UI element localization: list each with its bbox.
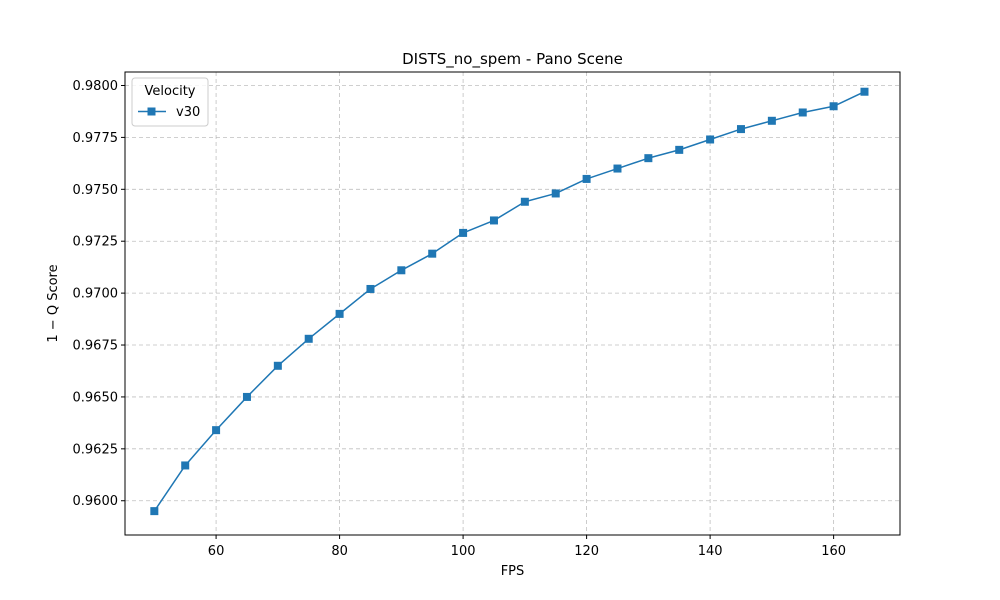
y-tick-label: 0.9600 xyxy=(73,494,119,509)
data-point-v30 xyxy=(798,108,807,117)
data-point-v30 xyxy=(489,216,498,225)
data-point-v30 xyxy=(181,461,190,470)
data-point-v30 xyxy=(520,197,529,206)
chart-title: DISTS_no_spem - Pano Scene xyxy=(402,50,623,69)
y-tick-label: 0.9775 xyxy=(73,131,119,146)
legend-marker-v30 xyxy=(147,107,156,116)
y-tick-label: 0.9650 xyxy=(73,390,119,405)
plot-frame xyxy=(124,71,901,536)
data-point-v30 xyxy=(335,309,344,318)
y-tick-label: 0.9800 xyxy=(73,79,119,94)
legend: Velocity v30 xyxy=(131,77,209,127)
x-tick-label: 120 xyxy=(574,544,599,559)
legend-label-v30: v30 xyxy=(176,105,200,120)
data-point-v30 xyxy=(366,284,375,293)
data-point-v30 xyxy=(397,266,406,275)
data-point-v30 xyxy=(273,361,282,370)
data-point-v30 xyxy=(706,135,715,144)
y-tick-label: 0.9675 xyxy=(73,339,119,354)
x-tick-label: 100 xyxy=(451,544,476,559)
data-point-v30 xyxy=(551,189,560,198)
data-point-v30 xyxy=(582,174,591,183)
y-axis-label: 1 − Q Score xyxy=(46,264,61,342)
y-tick-label: 0.9625 xyxy=(73,442,119,457)
series-layer xyxy=(150,87,869,516)
plot-area xyxy=(125,72,900,535)
data-point-v30 xyxy=(613,164,622,173)
legend-title: Velocity xyxy=(145,84,196,99)
data-point-v30 xyxy=(644,154,653,163)
y-tick-label: 0.9750 xyxy=(73,183,119,198)
x-axis-label: FPS xyxy=(501,564,525,579)
data-point-v30 xyxy=(212,426,221,435)
data-point-v30 xyxy=(860,87,869,96)
grid xyxy=(125,72,900,535)
data-point-v30 xyxy=(675,145,684,154)
y-axis: 0.9600 0.9625 0.9650 0.9675 0.9700 0.9725 0.97… xyxy=(73,79,125,509)
data-point-v30 xyxy=(829,102,838,111)
x-tick-label: 140 xyxy=(698,544,723,559)
data-point-v30 xyxy=(304,334,313,343)
data-point-v30 xyxy=(767,116,776,125)
data-point-v30 xyxy=(736,125,745,134)
x-axis: 60 80 100 120 140 160 xyxy=(208,535,846,559)
data-point-v30 xyxy=(428,249,437,258)
y-tick-label: 0.9700 xyxy=(73,287,119,302)
x-tick-label: 80 xyxy=(331,544,348,559)
data-point-v30 xyxy=(150,507,159,516)
data-point-v30 xyxy=(459,228,468,237)
series-line-v30 xyxy=(153,91,865,512)
y-tick-label: 0.9725 xyxy=(73,235,119,250)
data-point-v30 xyxy=(242,392,251,401)
x-tick-label: 160 xyxy=(821,544,846,559)
x-tick-label: 60 xyxy=(208,544,225,559)
